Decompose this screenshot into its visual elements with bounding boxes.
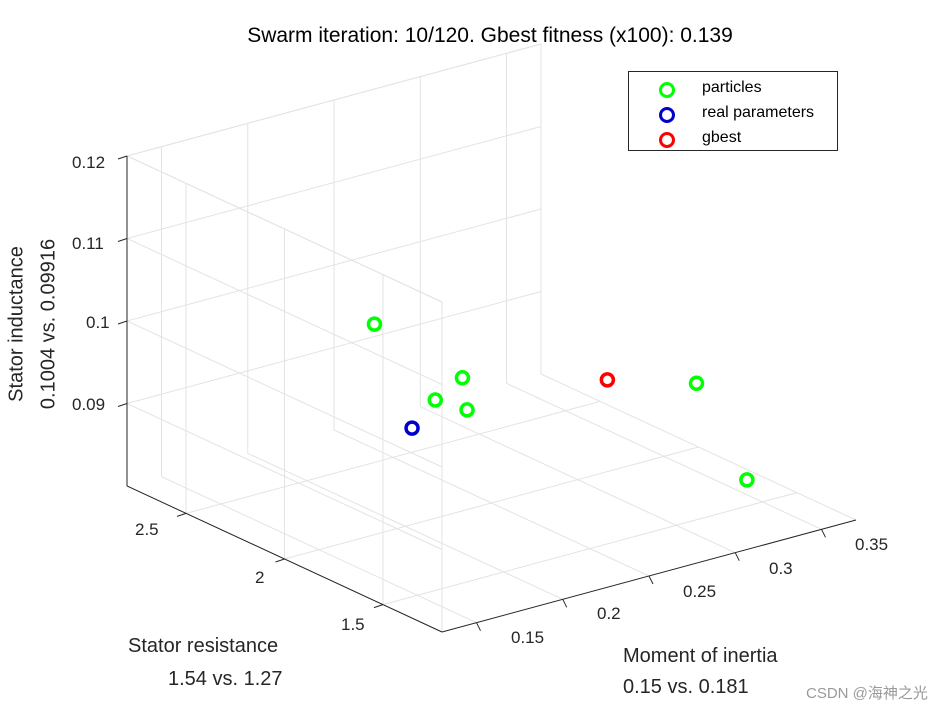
y-axis-label: Stator resistance bbox=[128, 635, 279, 657]
legend-item-gbest: gbest bbox=[629, 127, 839, 151]
x-tick-label: 0.2 bbox=[597, 604, 621, 623]
legend-marker bbox=[659, 132, 675, 148]
y-axis-sublabel: 1.54 vs. 1.27 bbox=[168, 668, 283, 690]
x-tick-label: 0.3 bbox=[769, 559, 793, 578]
point-particles bbox=[739, 472, 755, 488]
watermark: CSDN @海神之光 bbox=[806, 685, 928, 702]
x-axis-sublabel: 0.15 vs. 0.181 bbox=[623, 676, 749, 698]
grid-line bbox=[540, 373, 857, 521]
y-tick-mark bbox=[275, 558, 285, 563]
z-tick-mark bbox=[117, 320, 128, 325]
chart-title: Swarm iteration: 10/120. Gbest fitness (… bbox=[247, 24, 733, 47]
grid-line bbox=[126, 208, 542, 322]
x-tick-mark bbox=[821, 529, 826, 538]
y-tick-mark bbox=[176, 512, 187, 517]
y-tick-label: 2.5 bbox=[135, 520, 159, 539]
legend: particles real parameters gbest bbox=[628, 71, 838, 151]
y-tick-label: 1.5 bbox=[341, 615, 365, 634]
x-tick-label: 0.15 bbox=[511, 628, 545, 647]
y-tick-label: 2 bbox=[255, 568, 265, 587]
grid-line bbox=[126, 320, 443, 468]
point-particles bbox=[427, 392, 444, 408]
grid-line bbox=[284, 446, 699, 560]
x-axis-label: Moment of inertia bbox=[623, 645, 778, 667]
z-tick-mark bbox=[117, 403, 128, 407]
legend-label: gbest bbox=[702, 129, 742, 146]
z-tick-mark bbox=[117, 155, 128, 160]
y-tick-mark bbox=[373, 604, 384, 609]
z-tick-label: 0.09 bbox=[72, 395, 106, 414]
grid-line bbox=[126, 403, 443, 550]
grid-line bbox=[126, 291, 542, 404]
x-tick-mark bbox=[562, 599, 568, 608]
legend-marker bbox=[659, 82, 675, 98]
legend-label: particles bbox=[702, 79, 762, 96]
grid-line bbox=[126, 238, 443, 385]
z-tick-label: 0.11 bbox=[72, 234, 104, 253]
x-tick-label: 0.25 bbox=[683, 582, 717, 601]
grid-line bbox=[126, 126, 542, 239]
legend-item-real-parameters: real parameters bbox=[629, 102, 839, 126]
x-tick-mark bbox=[734, 552, 740, 561]
z-tick-label: 0.12 bbox=[72, 153, 106, 172]
z-tick-label: 0.1 bbox=[86, 313, 110, 332]
point-particles bbox=[688, 375, 705, 391]
legend-marker bbox=[659, 107, 675, 123]
grid-line bbox=[382, 492, 798, 606]
z-axis-sublabel: 0.1004 vs. 0.09916 bbox=[37, 238, 60, 410]
grid-line bbox=[126, 155, 443, 303]
legend-label: real parameters bbox=[702, 104, 815, 121]
point-gbest bbox=[599, 372, 616, 388]
z-axis-label: Stator inductance bbox=[5, 246, 28, 402]
grid-line bbox=[126, 43, 542, 157]
x-tick-mark bbox=[476, 622, 481, 631]
x-tick-mark bbox=[648, 575, 654, 585]
grid-line bbox=[185, 400, 601, 514]
legend-item-particles: particles bbox=[629, 77, 839, 101]
x-tick-label: 0.35 bbox=[855, 535, 889, 554]
point-particles bbox=[366, 316, 383, 332]
point-real-parameters bbox=[404, 420, 420, 436]
z-tick-mark bbox=[117, 238, 128, 242]
point-particles bbox=[454, 370, 471, 386]
point-particles bbox=[459, 402, 475, 418]
